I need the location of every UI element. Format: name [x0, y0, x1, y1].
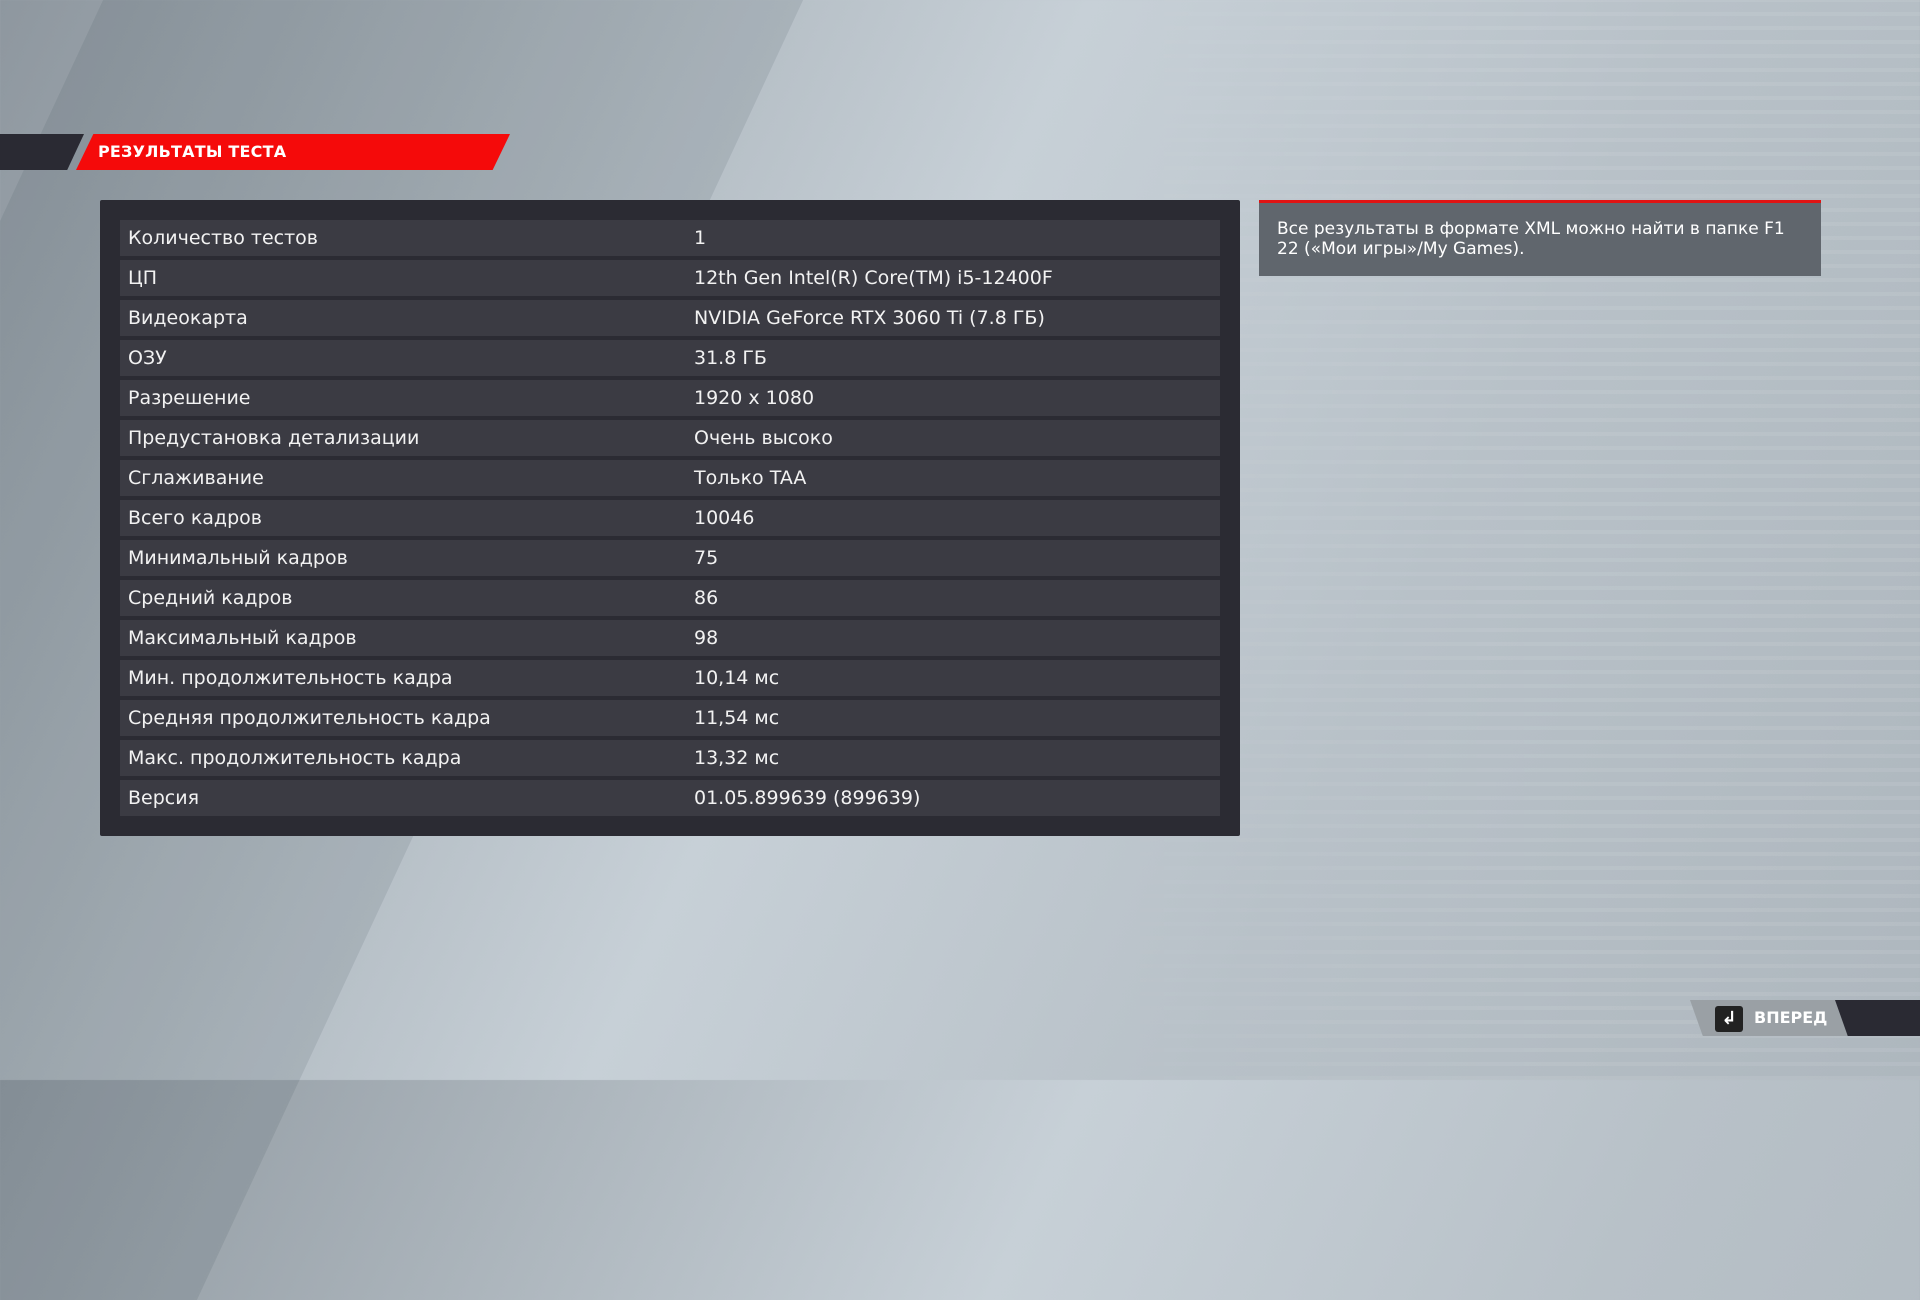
table-row: Средняя продолжительность кадра 11,54 мс	[120, 700, 1220, 736]
table-row: Максимальный кадров 98	[120, 620, 1220, 656]
row-label: Максимальный кадров	[128, 627, 357, 649]
row-label: ОЗУ	[128, 347, 167, 369]
table-row: ЦП 12th Gen Intel(R) Core(TM) i5-12400F	[120, 260, 1220, 296]
row-value: 31.8 ГБ	[694, 347, 767, 369]
results-table: Количество тестов 1 ЦП 12th Gen Intel(R) Co…	[100, 200, 1240, 836]
row-value: 12th Gen Intel(R) Core(TM) i5-12400F	[694, 267, 1053, 289]
table-row: Версия 01.05.899639 (899639)	[120, 780, 1220, 816]
row-label: Версия	[128, 787, 200, 809]
table-row: Разрешение 1920 x 1080	[120, 380, 1220, 416]
footer-accent	[1835, 1000, 1920, 1036]
row-label: Сглаживание	[128, 467, 264, 489]
enter-key-icon: ↲	[1715, 1006, 1743, 1032]
row-label: Количество тестов	[128, 227, 318, 249]
row-label: Видеокарта	[128, 307, 248, 329]
row-label: Разрешение	[128, 387, 251, 409]
table-row: Видеокарта NVIDIA GeForce RTX 3060 Ti (7.…	[120, 300, 1220, 336]
row-label: Макс. продолжительность кадра	[128, 747, 462, 769]
forward-label: ВПЕРЕД	[1754, 1008, 1828, 1027]
row-value: 75	[694, 547, 719, 569]
info-box: Все результаты в формате XML можно найти…	[1259, 200, 1821, 276]
row-value: 13,32 мс	[694, 747, 780, 769]
row-value: Очень высоко	[694, 427, 833, 449]
table-row: Количество тестов 1	[120, 220, 1220, 256]
row-value: 86	[694, 587, 719, 609]
row-label: Средняя продолжительность кадра	[128, 707, 491, 729]
table-row: Макс. продолжительность кадра 13,32 мс	[120, 740, 1220, 776]
row-label: Минимальный кадров	[128, 547, 348, 569]
table-row: Предустановка детализации Очень высоко	[120, 420, 1220, 456]
table-row: Минимальный кадров 75	[120, 540, 1220, 576]
table-row: ОЗУ 31.8 ГБ	[120, 340, 1220, 376]
table-row: Сглаживание Только TAA	[120, 460, 1220, 496]
row-label: Всего кадров	[128, 507, 262, 529]
row-value: 01.05.899639 (899639)	[694, 787, 921, 809]
row-value: 1920 x 1080	[694, 387, 815, 409]
forward-button[interactable]: ↲ ВПЕРЕД	[1690, 1000, 1850, 1036]
row-value: Только TAA	[694, 467, 807, 489]
row-label: Предустановка детализации	[128, 427, 420, 449]
row-label: ЦП	[128, 267, 158, 289]
table-row: Средний кадров 86	[120, 580, 1220, 616]
page-title: РЕЗУЛЬТАТЫ ТЕСТА ПРОИЗВОДИТЕЛЬНОСТИ	[76, 134, 510, 170]
table-row: Всего кадров 10046	[120, 500, 1220, 536]
row-value: 1	[694, 227, 707, 249]
row-label: Мин. продолжительность кадра	[128, 667, 453, 689]
row-label: Средний кадров	[128, 587, 293, 609]
row-value: 10046	[694, 507, 755, 529]
row-value: NVIDIA GeForce RTX 3060 Ti (7.8 ГБ)	[694, 307, 1045, 329]
row-value: 10,14 мс	[694, 667, 780, 689]
table-row: Мин. продолжительность кадра 10,14 мс	[120, 660, 1220, 696]
row-value: 98	[694, 627, 719, 649]
row-value: 11,54 мс	[694, 707, 780, 729]
